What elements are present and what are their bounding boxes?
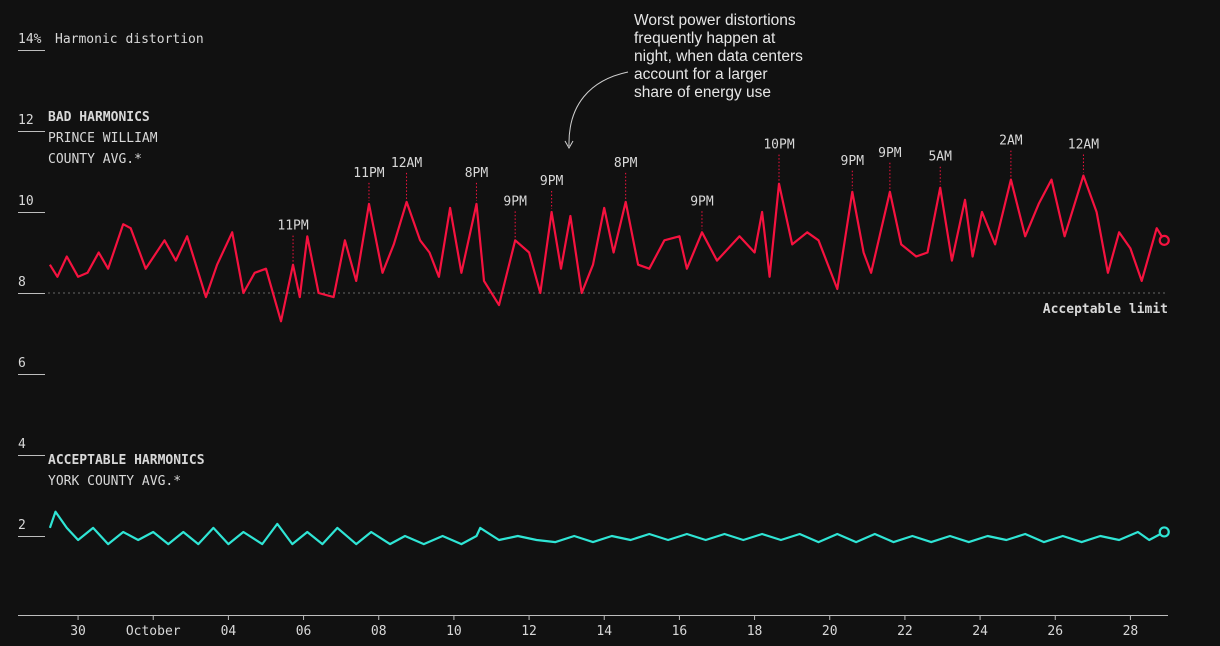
annotation-label: 12AM bbox=[391, 156, 422, 171]
legend-description: PRINCE WILLIAM bbox=[48, 131, 158, 146]
annotation-label: 8PM bbox=[614, 156, 638, 171]
x-tick-label: 28 bbox=[1123, 624, 1139, 639]
end-point bbox=[1158, 526, 1170, 538]
x-tick-label: 18 bbox=[747, 624, 763, 639]
x-tick-label: 14 bbox=[596, 624, 612, 639]
note-line: share of energy use bbox=[634, 84, 771, 101]
note-arrow bbox=[568, 71, 629, 147]
reference-label: Acceptable limit bbox=[1043, 302, 1168, 317]
legend-description: COUNTY AVG.* bbox=[48, 152, 142, 167]
x-tick-label: 10 bbox=[446, 624, 462, 639]
y-tick-label: 12 bbox=[18, 113, 34, 128]
x-tick-label: 08 bbox=[371, 624, 387, 639]
y-tick-label: 14% bbox=[18, 32, 42, 47]
x-tick-label: 24 bbox=[972, 624, 988, 639]
note-line: night, when data centers bbox=[634, 48, 803, 65]
y-tick-label: 2 bbox=[18, 518, 26, 533]
legend-label: BAD HARMONICS bbox=[48, 110, 150, 125]
legend-label: ACCEPTABLE HARMONICS bbox=[48, 453, 205, 468]
annotation-label: 9PM bbox=[540, 174, 564, 189]
x-tick-label: 16 bbox=[672, 624, 688, 639]
annotation-label: 9PM bbox=[878, 146, 902, 161]
note-line: account for a larger bbox=[634, 66, 768, 83]
annotation-label: 11PM bbox=[277, 219, 308, 234]
note-arrowhead bbox=[564, 140, 574, 150]
note-line: Worst power distortions bbox=[634, 12, 796, 29]
annotation-label: 12AM bbox=[1068, 138, 1099, 153]
x-tick-label: 26 bbox=[1047, 624, 1063, 639]
legend-description: YORK COUNTY AVG.* bbox=[48, 474, 181, 489]
x-tick-label: 30 bbox=[70, 624, 86, 639]
x-tick-label: 12 bbox=[521, 624, 537, 639]
annotation-label: 2AM bbox=[999, 134, 1023, 149]
x-tick-label: 20 bbox=[822, 624, 838, 639]
y-axis-label: Harmonic distortion bbox=[55, 32, 204, 47]
x-tick-label: October bbox=[126, 624, 181, 639]
x-tick-label: 06 bbox=[296, 624, 312, 639]
annotation-label: 10PM bbox=[763, 138, 794, 153]
y-tick-label: 10 bbox=[18, 194, 34, 209]
annotation-label: 9PM bbox=[841, 154, 865, 169]
y-tick-label: 8 bbox=[18, 275, 26, 290]
y-tick-label: 4 bbox=[18, 437, 26, 452]
series-line bbox=[48, 174, 1166, 323]
annotation-label: 5AM bbox=[928, 150, 952, 165]
annotation-label: 9PM bbox=[690, 194, 714, 209]
annotation-label: 8PM bbox=[465, 166, 489, 181]
x-tick-label: 04 bbox=[221, 624, 237, 639]
x-tick-label: 22 bbox=[897, 624, 913, 639]
series-line bbox=[48, 510, 1165, 546]
y-tick-label: 6 bbox=[18, 356, 26, 371]
annotation-label: 11PM bbox=[353, 166, 384, 181]
annotation-label: 9PM bbox=[503, 194, 527, 209]
note-line: frequently happen at bbox=[634, 30, 776, 47]
end-point bbox=[1158, 234, 1170, 246]
